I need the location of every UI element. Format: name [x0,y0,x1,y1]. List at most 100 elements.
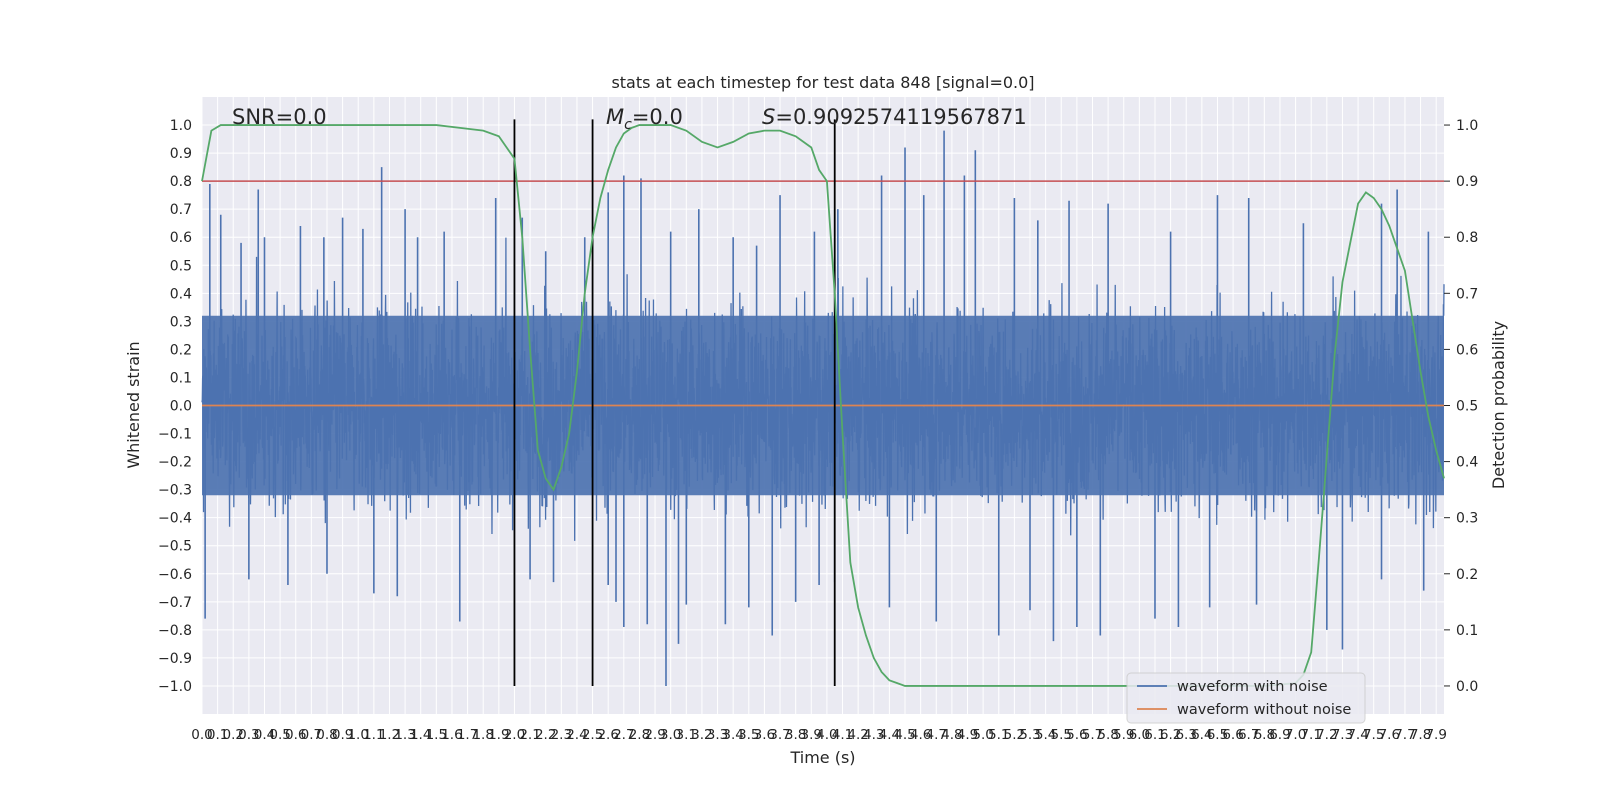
s-symbol: S [762,105,775,129]
x-tick-label: 6.7 [1238,727,1259,743]
y2-tick-label: 0.9 [1456,174,1478,190]
x-tick-label: 0.5 [269,727,290,743]
chirp-mass-symbol: M [606,105,624,129]
x-tick-label: 6.9 [1269,727,1290,743]
x-tick-label: 4.8 [941,727,962,743]
x-tick-label: 7.0 [1285,727,1306,743]
y-axis-label: Whitened strain [124,341,143,468]
x-tick-label: 3.2 [691,727,712,743]
x-tick-label: 5.9 [1113,727,1134,743]
x-tick-label: 5.2 [1004,727,1025,743]
x-tick-label: 6.1 [1144,727,1165,743]
x-tick-label: 2.5 [582,727,603,743]
x-tick-label: 5.6 [1066,727,1087,743]
x-tick-label: 2.6 [597,727,618,743]
y-tick-label: −0.4 [158,511,192,527]
y-tick-label: 0.8 [170,174,192,190]
x-tick-label: 2.4 [566,727,587,743]
legend-label-noise: waveform with noise [1177,679,1328,695]
x-tick-label: 7.9 [1425,727,1446,743]
x-tick-label: 6.5 [1207,727,1228,743]
y2-tick-label: 0.4 [1456,455,1478,471]
y2-tick-label: 0.6 [1456,342,1478,358]
x-axis-label: Time (s) [789,748,855,767]
x-tick-label: 7.7 [1394,727,1415,743]
x-tick-label: 2.1 [519,727,540,743]
y-tick-label: 0.9 [170,146,192,162]
x-tick-label: 6.4 [1191,727,1212,743]
y-tick-label: −0.1 [158,427,192,443]
legend-label-clean: waveform without noise [1177,702,1351,718]
x-tick-label: 0.1 [207,727,228,743]
x-tick-label: 7.2 [1316,727,1337,743]
x-tick-label: 1.7 [457,727,478,743]
s-annotation: S=0.9092574119567871 [762,105,1027,129]
detection-probability-line [201,124,1445,687]
snr-annotation: SNR=0.0 [232,105,327,129]
x-tick-label: 4.7 [926,727,947,743]
chirp-mass-subscript: c [624,117,632,133]
x-tick-label: 5.0 [972,727,993,743]
overlay-layer [201,119,1445,687]
x-tick-label: 6.3 [1175,727,1196,743]
x-tick-label: 1.9 [488,727,509,743]
x-tick-label: 5.3 [1019,727,1040,743]
legend: waveform with noise waveform without noi… [1126,672,1366,724]
x-tick-label: 0.4 [254,727,275,743]
x-tick-label: 3.0 [660,727,681,743]
x-tick-label: 0.2 [223,727,244,743]
y-tick-label: −0.5 [158,539,192,555]
y2-tick-label: 1.0 [1456,118,1478,134]
x-tick-label: 1.8 [472,727,493,743]
x-tick-label: 4.4 [879,727,900,743]
x-tick-label: 6.8 [1254,727,1275,743]
x-tick-label: 1.1 [363,727,384,743]
x-tick-label: 3.8 [785,727,806,743]
x-tick-label: 2.8 [629,727,650,743]
y2-tick-label: 0.8 [1456,230,1478,246]
y-tick-label: −0.8 [158,623,192,639]
y-tick-label: 0.3 [170,314,192,330]
x-tick-label: 1.4 [410,727,431,743]
y-tick-label: 0.6 [170,230,192,246]
y2-tick-label: 0.0 [1456,679,1478,695]
legend-box [1126,672,1366,724]
x-tick-label: 3.7 [769,727,790,743]
x-tick-label: 5.1 [988,727,1009,743]
x-tick-label: 2.0 [504,727,525,743]
x-tick-label: 4.5 [894,727,915,743]
y-tick-label: 1.0 [170,118,192,134]
x-tick-label: 4.9 [957,727,978,743]
x-tick-label: 2.3 [551,727,572,743]
y2-tick-label: 0.1 [1456,623,1478,639]
x-tick-label: 4.2 [847,727,868,743]
x-tick-label: 4.3 [863,727,884,743]
x-tick-label: 4.6 [910,727,931,743]
y-tick-label: −0.3 [158,483,192,499]
y-tick-label: 0.5 [170,258,192,274]
x-tick-label: 0.6 [285,727,306,743]
x-tick-label: 0.8 [316,727,337,743]
x-tick-label: 1.2 [379,727,400,743]
x-tick-label: 0.7 [301,727,322,743]
x-tick-label: 2.9 [644,727,665,743]
chirp-mass-annotation: Mc=0.0 [606,105,683,133]
x-tick-label: 7.4 [1347,727,1368,743]
x-tick-label: 7.6 [1379,727,1400,743]
x-tick-label: 3.6 [754,727,775,743]
y-tick-label: 0.1 [170,370,192,386]
x-tick-label: 3.3 [707,727,728,743]
axes-layer: stats at each timestep for test data 848… [124,73,1508,767]
y-tick-label: −0.6 [158,567,192,583]
x-tick-label: 5.4 [1035,727,1056,743]
x-tick-label: 6.0 [1129,727,1150,743]
y2-tick-label: 0.3 [1456,511,1478,527]
x-tick-label: 2.7 [613,727,634,743]
y-tick-label: −0.7 [158,595,192,611]
x-tick-label: 0.0 [191,727,212,743]
s-value: =0.9092574119567871 [775,105,1026,129]
x-tick-label: 3.4 [722,727,743,743]
x-tick-label: 4.1 [832,727,853,743]
